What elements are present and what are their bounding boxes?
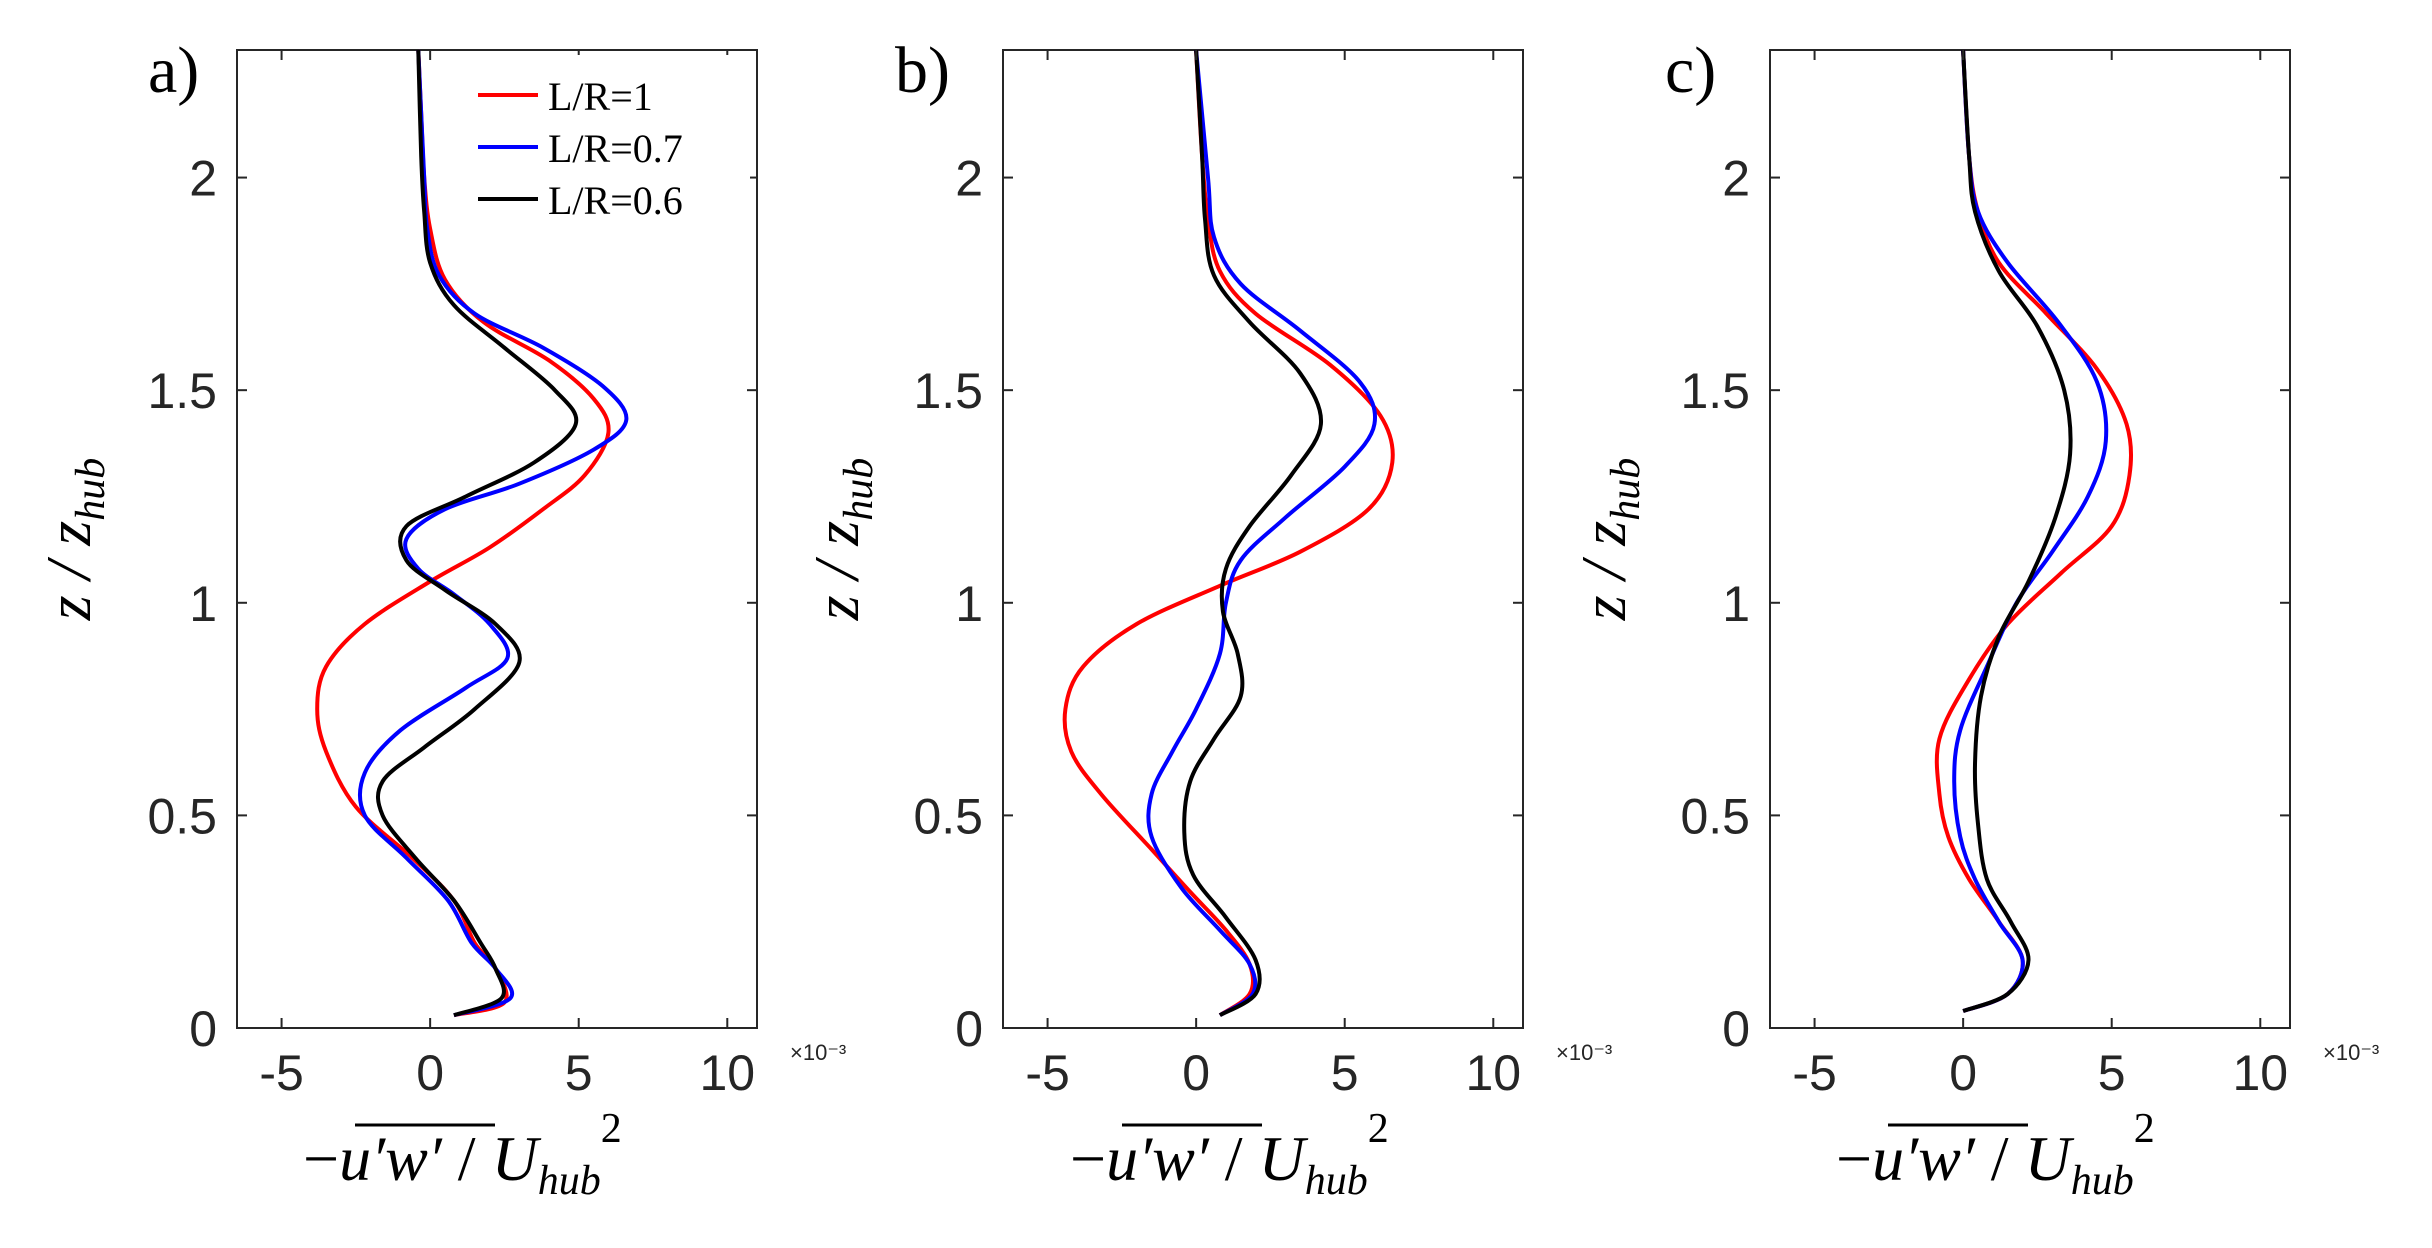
curves-a	[315, 49, 629, 1018]
series-lr-0-7-line-b	[1146, 49, 1377, 1017]
svg-text:−u′w′ / Uhub2: −u′w′ / Uhub2	[303, 1106, 622, 1204]
x-exponent-b: ×10⁻³	[1556, 1040, 1612, 1065]
y-tick-label-b-1: 0.5	[913, 788, 983, 844]
series-lr-1-line-b	[1062, 49, 1395, 1017]
y-tick-label-a-4: 2	[189, 151, 217, 207]
y-tick-label-c-3: 1.5	[1680, 363, 1750, 419]
curves-b	[1062, 49, 1395, 1017]
y-axis-label-c: z / zhub	[1568, 458, 1649, 622]
y-tick-label-a-1: 0.5	[147, 788, 217, 844]
svg-text:z / zhub: z / zhub	[33, 458, 114, 622]
y-tick-label-a-3: 1.5	[147, 363, 217, 419]
svg-text:z / zhub: z / zhub	[801, 458, 882, 622]
legend-entry-2: L/R=0.7	[478, 126, 683, 171]
svg-text:−u′w′ / Uhub2: −u′w′ / Uhub2	[1836, 1106, 2155, 1204]
x-tick-label-a-3: 10	[699, 1045, 755, 1101]
y-tick-label-b-3: 1.5	[913, 363, 983, 419]
y-tick-label-b-0: 0	[955, 1001, 983, 1057]
svg-text:−u′w′ / Uhub2: −u′w′ / Uhub2	[1070, 1106, 1389, 1204]
y-tick-label-c-2: 1	[1722, 576, 1750, 632]
x-exponent-a: ×10⁻³	[790, 1040, 846, 1065]
panel-label-a: a)	[148, 34, 199, 107]
x-tick-label-c-3: 10	[2232, 1045, 2288, 1101]
x-tick-label-c-1: 0	[1949, 1045, 1977, 1101]
y-tick-label-c-4: 2	[1722, 151, 1750, 207]
x-tick-label-b-1: 0	[1182, 1045, 1210, 1101]
legend-label-1: L/R=1	[548, 74, 653, 119]
y-tick-label-c-1: 0.5	[1680, 788, 1750, 844]
x-tick-label-c-0: -5	[1792, 1045, 1836, 1101]
y-axis-label-a: z / zhub	[33, 458, 114, 622]
legend-entry-3: L/R=0.6	[478, 178, 683, 223]
series-lr-0-7-line-c	[1952, 49, 2109, 1013]
y-tick-label-b-2: 1	[955, 576, 983, 632]
x-tick-label-a-2: 5	[565, 1045, 593, 1101]
y-tick-label-a-0: 0	[189, 1001, 217, 1057]
series-lr-1-line-c	[1934, 49, 2134, 1013]
x-tick-label-a-1: 0	[416, 1045, 444, 1101]
y-tick-label-c-0: 0	[1722, 1001, 1750, 1057]
series-lr-0-6-line-c	[1961, 49, 2073, 1013]
series-lr-0-6-line-b	[1182, 49, 1323, 1017]
x-axis-label-c: −u′w′ / Uhub2	[1836, 1106, 2155, 1204]
x-axis-label-a: −u′w′ / Uhub2	[303, 1106, 622, 1204]
panel-b: -5 0 5 10 0 0.5 1 1.5 2 b) ×10⁻³ z / zhub −u′w′ …	[801, 34, 1612, 1204]
x-tick-label-b-3: 10	[1465, 1045, 1521, 1101]
x-tick-label-b-0: -5	[1025, 1045, 1069, 1101]
y-tick-label-b-4: 2	[955, 151, 983, 207]
x-tick-label-b-2: 5	[1331, 1045, 1359, 1101]
y-axis-label-b: z / zhub	[801, 458, 882, 622]
panel-label-b: b)	[895, 34, 950, 107]
ticks-a: -5 0 5 10 0 0.5 1 1.5 2	[147, 50, 757, 1101]
x-axis-label-b: −u′w′ / Uhub2	[1070, 1106, 1389, 1204]
legend-label-3: L/R=0.6	[548, 178, 683, 223]
ticks-c: -5 0 5 10 0 0.5 1 1.5 2	[1680, 50, 2290, 1101]
axes-frame-c	[1769, 49, 2291, 1029]
curves-c	[1934, 49, 2134, 1013]
legend-label-2: L/R=0.7	[548, 126, 683, 171]
panel-c: -5 0 5 10 0 0.5 1 1.5 2 c) ×10⁻³ z / zhub −u′w′ …	[1568, 34, 2379, 1204]
series-lr-0-6-line-a	[375, 49, 579, 1018]
x-exponent-c: ×10⁻³	[2323, 1040, 2379, 1065]
y-tick-label-a-2: 1	[189, 576, 217, 632]
axes-frame-b	[1002, 49, 1524, 1029]
legend: L/R=1 L/R=0.7 L/R=0.6	[470, 55, 750, 235]
svg-text:z / zhub: z / zhub	[1568, 458, 1649, 622]
axes-frame-a	[236, 49, 758, 1029]
panel-a: -5 0 5 10 0 0.5 1 1.5 2 a) ×10⁻³ z / zhub −u′w′ …	[33, 34, 846, 1204]
legend-entry-1: L/R=1	[478, 74, 653, 119]
x-tick-label-a-0: -5	[259, 1045, 303, 1101]
panel-label-c: c)	[1665, 34, 1716, 107]
series-lr-0-7-line-a	[357, 49, 629, 1018]
x-tick-label-c-2: 5	[2098, 1045, 2126, 1101]
ticks-b: -5 0 5 10 0 0.5 1 1.5 2	[913, 50, 1523, 1101]
